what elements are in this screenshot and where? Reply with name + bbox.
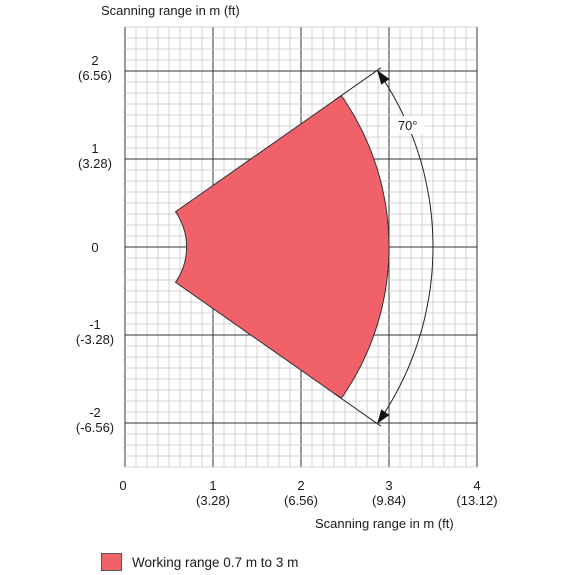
- y-tick-label: 1: [91, 141, 98, 156]
- x-tick-sublabel: (13.12): [456, 493, 497, 508]
- extension-line-upper: [334, 67, 382, 101]
- x-axis-title: Scanning range in m (ft): [315, 516, 454, 531]
- arrowhead-upper: [377, 70, 390, 85]
- tick-labels: 0 1(3.28)2(6.56)3(9.84)4(13.12)2(6.56)1(3…: [76, 53, 498, 508]
- arrowhead-lower: [377, 409, 390, 424]
- angle-label: 70°: [398, 118, 418, 133]
- working-range-sector: [174, 94, 390, 400]
- y-tick-sublabel: (-6.56): [76, 420, 114, 435]
- angle-measurement: 70°: [334, 67, 434, 427]
- x-tick-label: 2: [297, 478, 304, 493]
- y-tick-label: -1: [89, 317, 101, 332]
- extension-line-lower: [334, 393, 382, 427]
- y-tick-sublabel: (-3.28): [76, 332, 114, 347]
- x-tick-label: 1: [209, 478, 216, 493]
- y-tick-sublabel: (3.28): [78, 156, 112, 171]
- x-tick-sublabel: (9.84): [372, 493, 406, 508]
- legend-swatch: [101, 553, 122, 571]
- x-tick-label: 0: [119, 478, 126, 493]
- y-tick-label: 0: [91, 240, 98, 255]
- top-axis-title: Scanning range in m (ft): [101, 3, 240, 18]
- x-tick-label: 4: [473, 478, 480, 493]
- x-tick-label: 3: [385, 478, 392, 493]
- angle-label-backdrop: [390, 116, 425, 135]
- y-tick-label: 2: [91, 53, 98, 68]
- x-tick-sublabel: (3.28): [196, 493, 230, 508]
- legend: Working range 0.7 m to 3 m: [101, 552, 298, 572]
- y-tick-label: -2: [89, 405, 101, 420]
- x-tick-sublabel: (6.56): [284, 493, 318, 508]
- y-tick-sublabel: (6.56): [78, 68, 112, 83]
- legend-label: Working range 0.7 m to 3 m: [132, 554, 299, 570]
